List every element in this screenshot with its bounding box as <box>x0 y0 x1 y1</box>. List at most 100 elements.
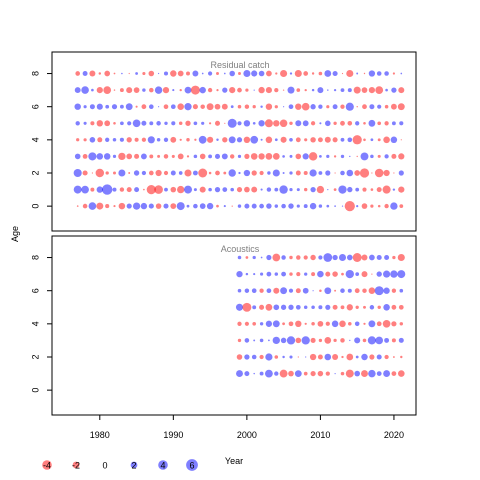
bubble-point <box>317 137 323 143</box>
bubble-point <box>346 304 353 311</box>
bubble-point <box>134 187 140 193</box>
bubble-point <box>355 305 359 309</box>
bubble-point <box>390 202 398 210</box>
bubble-point <box>259 304 265 310</box>
bubble-point <box>104 120 111 127</box>
bubble-point <box>392 72 395 75</box>
bubble-point <box>75 71 81 76</box>
bubble-point <box>142 71 146 76</box>
bubble-point <box>260 105 263 108</box>
bubble-point <box>236 137 243 143</box>
bubble-point <box>325 170 331 176</box>
bubble-point <box>295 304 301 310</box>
bubble-point <box>355 355 359 359</box>
bubble-point <box>252 105 256 109</box>
bubble-point <box>236 370 243 378</box>
bubble-point <box>141 170 147 176</box>
bubble-point <box>148 203 154 209</box>
bubble-point <box>390 136 398 144</box>
bubble-point <box>274 187 279 192</box>
bubble-point <box>317 320 324 327</box>
bubble-point <box>376 254 382 261</box>
bubble-point <box>206 202 214 210</box>
bubble-point <box>309 353 317 361</box>
bubble-point <box>317 354 323 360</box>
bubble-point <box>324 70 332 77</box>
bubble-point <box>318 204 323 208</box>
bubble-point <box>170 186 177 193</box>
bubble-point <box>324 287 332 295</box>
bubble-point <box>280 136 287 143</box>
bubble-point <box>345 369 354 378</box>
bubble-point <box>324 353 332 361</box>
bubble-point <box>319 122 322 125</box>
bubble-point <box>206 103 214 111</box>
bubble-point <box>339 320 346 328</box>
bubble-point <box>332 137 338 143</box>
bubble-point <box>81 86 89 94</box>
bubble-point <box>273 304 280 311</box>
bubble-point <box>164 121 168 126</box>
bubble-point <box>177 153 184 160</box>
bubble-point <box>154 185 163 194</box>
bubble-point <box>294 370 302 378</box>
bubble-point <box>310 137 316 143</box>
bubble-point <box>332 271 338 277</box>
bubble-point <box>260 188 263 191</box>
bubble-point <box>258 153 265 160</box>
bubble-point <box>82 203 88 209</box>
bubble-point <box>340 338 345 343</box>
bubble-point <box>289 255 293 260</box>
bubble-point <box>325 120 331 127</box>
bubble-point <box>252 305 257 310</box>
bubble-point <box>216 72 219 75</box>
y-tick-label: 4 <box>30 321 40 326</box>
bubble-point <box>397 253 405 262</box>
bubble-point <box>127 121 132 126</box>
bubble-point <box>119 187 125 192</box>
bubble-point <box>302 287 309 294</box>
bubble-point <box>268 339 270 342</box>
bubble-point <box>237 288 242 293</box>
bubble-point <box>243 69 251 78</box>
bubble-point <box>179 138 182 141</box>
bubble-point <box>303 255 308 260</box>
bubble-point <box>76 205 79 207</box>
bubble-point <box>260 272 264 276</box>
bubble-point <box>229 87 236 94</box>
bubble-point <box>341 205 344 207</box>
bubble-point <box>319 155 322 158</box>
bubble-point <box>184 103 192 111</box>
bubble-point <box>304 187 308 192</box>
bubble-point <box>133 170 140 176</box>
bubble-point <box>317 270 324 278</box>
bubble-point <box>400 72 403 75</box>
bubble-point <box>95 168 105 178</box>
bubble-point <box>119 137 124 142</box>
bubble-point <box>90 121 95 126</box>
bubble-point <box>170 70 177 77</box>
bubble-point <box>384 255 390 260</box>
bubble-point <box>363 122 366 125</box>
bubble-point <box>82 71 88 76</box>
bubble-point <box>377 204 381 208</box>
axes-layer: 0 2 4 6 8 0 2 4 6 8 1980 1990 2000 2010 2020 <box>30 71 404 440</box>
bubble-point <box>244 186 250 193</box>
bubble-point <box>141 137 147 142</box>
bubble-point <box>192 70 199 77</box>
bubble-point <box>301 102 310 111</box>
bubble-point <box>252 321 257 326</box>
bubble-point <box>362 104 367 110</box>
bubble-point <box>208 122 212 125</box>
bubble-point <box>297 356 299 358</box>
bubble-point <box>237 104 242 109</box>
bubble-point <box>360 152 369 161</box>
bubble-point <box>272 253 281 262</box>
bubble-point <box>258 70 265 77</box>
y-tick-label: 0 <box>30 388 40 393</box>
bubble-point <box>287 86 295 94</box>
bubble-point <box>362 338 367 343</box>
bubble-point <box>267 171 271 175</box>
x-axis-label: Year <box>225 456 243 466</box>
